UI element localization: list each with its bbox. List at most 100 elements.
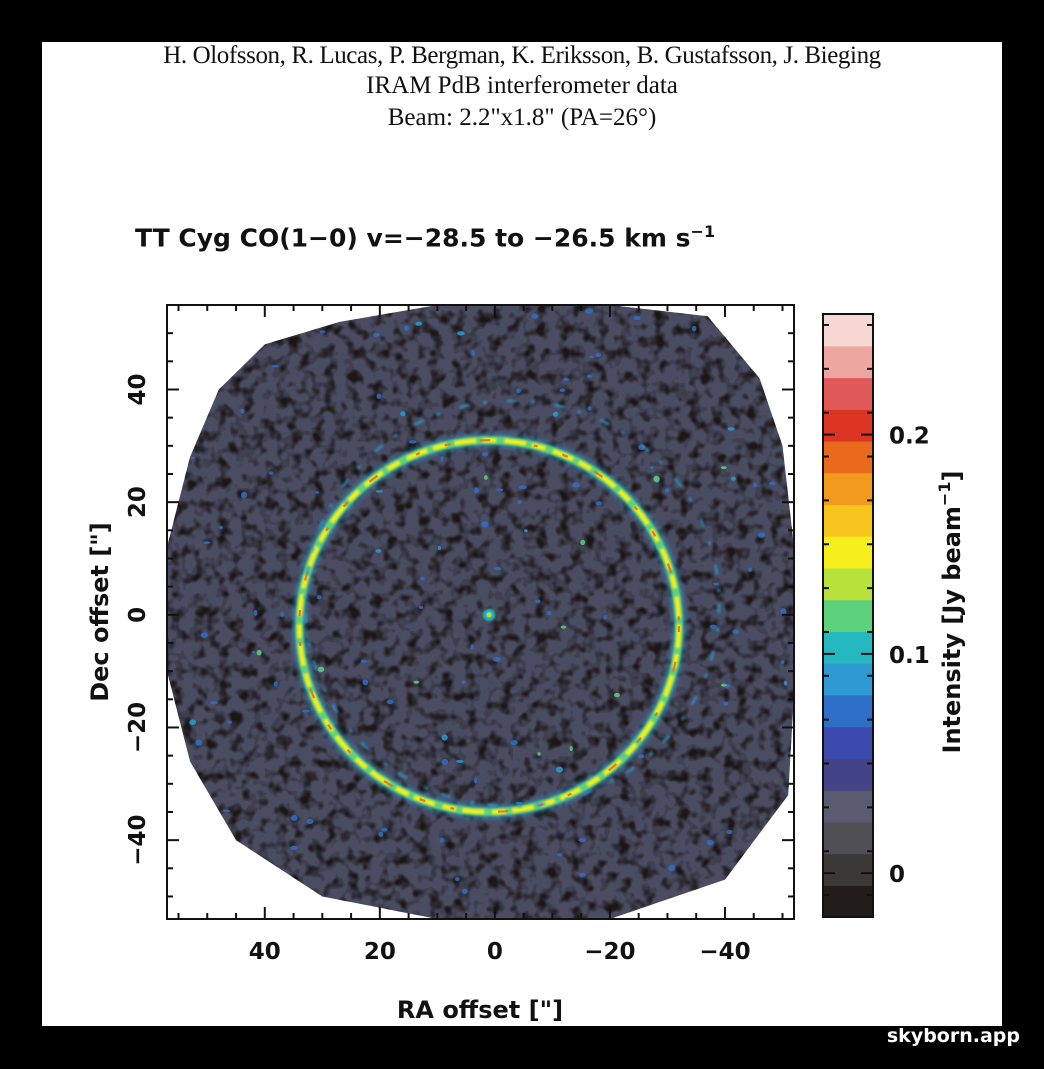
emission-speck [753, 483, 758, 488]
colorbar-step [823, 758, 873, 791]
emission-speck [441, 734, 448, 741]
colorbar: 0 0.1 0.2 [822, 313, 930, 918]
chart-title: TT Cyg CO(1−0) v=−28.5 to −26.5 km s−1 [135, 222, 715, 252]
emission-speck [455, 877, 460, 882]
colorbar-label-suffix: ] [938, 471, 966, 482]
colorbar-tick-label: 0 [889, 862, 905, 888]
emission-speck [580, 539, 586, 546]
emission-speck [783, 680, 788, 686]
emission-speck [664, 488, 670, 494]
emission-speck [586, 374, 593, 379]
colorbar-step [823, 885, 873, 918]
emission-speck [768, 481, 776, 485]
chart-title-text: TT Cyg CO(1−0) v=−28.5 to −26.5 km s [135, 223, 691, 253]
emission-speck [222, 809, 231, 813]
x-tick-label: 0 [487, 939, 503, 965]
emission-speck [418, 605, 424, 610]
emission-speck [589, 355, 594, 359]
emission-speck [189, 719, 196, 726]
emission-speck [569, 746, 573, 752]
emission-speck [595, 501, 602, 506]
x-tick-label: 40 [249, 939, 281, 965]
emission-speck [780, 660, 785, 665]
emission-speck [290, 815, 298, 821]
emission-speck [496, 488, 504, 492]
emission-speck [471, 350, 476, 356]
colorbar-step [823, 536, 873, 569]
emission-speck [721, 683, 727, 687]
emission-speck [720, 466, 727, 470]
colorbar-step [823, 345, 873, 379]
emission-speck [668, 864, 676, 872]
colorbar-tick-label: 0.2 [889, 424, 930, 450]
emission-speck [473, 777, 478, 784]
emission-speck [316, 595, 322, 600]
y-tick-label: 40 [125, 373, 151, 405]
emission-speck [210, 700, 218, 705]
noise-texture [167, 305, 794, 919]
central-source-core [486, 612, 492, 618]
emission-speck [376, 393, 382, 399]
colorbar-step [823, 821, 873, 855]
emission-speck [437, 545, 442, 551]
emission-speck [546, 610, 552, 616]
colorbar-step [823, 726, 873, 759]
emission-speck [317, 666, 325, 673]
emission-speck [537, 752, 541, 756]
colorbar-step [823, 853, 873, 886]
emission-speck [709, 624, 717, 629]
chart-title-superscript: −1 [690, 222, 716, 241]
emission-speck [227, 720, 233, 724]
colorbar-label: Intensity [Jy beam−1] [935, 471, 966, 754]
emission-speck [404, 325, 410, 331]
colorbar-step [823, 472, 873, 506]
emission-speck [535, 599, 541, 604]
emission-speck [517, 500, 522, 505]
emission-speck [195, 739, 203, 746]
emission-speck [637, 754, 645, 759]
emission-speck [726, 829, 733, 835]
emission-speck [572, 482, 580, 488]
x-tick-label: 20 [364, 939, 396, 965]
emission-speck [712, 582, 720, 586]
instrument-line: IRAM PdB interferometer data [366, 72, 678, 99]
emission-speck [595, 353, 602, 358]
colorbar-step [823, 409, 873, 442]
x-tick-label: −40 [699, 939, 750, 965]
emission-speck [560, 625, 567, 629]
emission-speck [484, 475, 488, 481]
figure-panel: H. Olofsson, R. Lucas, P. Bergman, K. Er… [42, 42, 1002, 1026]
emission-speck [252, 650, 256, 654]
emission-speck [301, 709, 310, 713]
emission-speck [415, 321, 423, 326]
emission-speck [747, 567, 753, 572]
y-tick-label: 20 [125, 486, 151, 518]
emission-speck [375, 549, 382, 553]
intensity-map [167, 305, 794, 919]
y-tick-label: 0 [125, 607, 151, 623]
emission-speck [757, 532, 766, 538]
emission-speck [218, 526, 223, 530]
emission-speck [200, 632, 208, 638]
emission-speck [587, 406, 592, 411]
author-credit: H. Olofsson, R. Lucas, P. Bergman, K. Er… [163, 42, 881, 69]
chart-svg: 40 20 0 −20 −40 40 20 0 −20 −40 0 0.1 0.2 RA offset… [86, 304, 966, 1024]
colorbar-step [823, 567, 873, 601]
emission-speck [360, 659, 368, 663]
emission-speck [319, 330, 326, 334]
emission-speck [420, 576, 425, 581]
colorbar-step [823, 663, 873, 696]
emission-speck [362, 679, 369, 686]
emission-speck [439, 837, 445, 843]
colorbar-tick-label: 0.1 [889, 643, 930, 669]
colorbar-step [823, 377, 873, 410]
emission-speck [373, 332, 380, 338]
emission-speck [603, 614, 607, 620]
colorbar-label-text: Intensity [Jy beam [938, 506, 966, 753]
emission-speck [614, 692, 620, 698]
emission-speck [727, 427, 735, 431]
emission-speck [633, 315, 641, 321]
beam-line: Beam: 2.2"x1.8" (PA=26°) [387, 104, 657, 131]
emission-speck [723, 701, 729, 706]
emission-speck [559, 388, 566, 393]
